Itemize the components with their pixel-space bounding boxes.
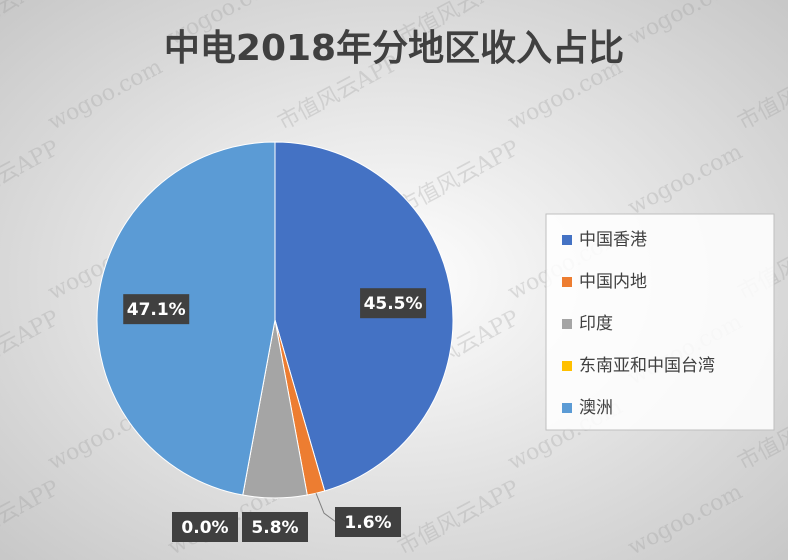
data-label-box — [335, 507, 401, 537]
data-label: 0.0% — [181, 518, 228, 538]
data-label-box — [172, 512, 238, 542]
data-label-box — [360, 288, 427, 319]
data-label-box — [242, 512, 308, 542]
legend-label: 中国内地 — [579, 272, 647, 292]
legend-label: 东南亚和中国台湾 — [579, 356, 715, 376]
data-labels: 45.5% 1.6% 5.8% 0.0% 47.1% — [123, 288, 427, 542]
leader-line — [315, 493, 337, 523]
legend-swatch — [562, 277, 572, 287]
legend-swatch — [562, 235, 572, 245]
chart-title: 中电2018年分地区收入占比 — [164, 28, 624, 69]
data-label: 47.1% — [127, 300, 186, 320]
legend-label: 澳洲 — [579, 398, 613, 418]
legend-swatch — [562, 403, 572, 413]
legend-box — [545, 213, 775, 431]
data-label: 5.8% — [251, 518, 298, 538]
legend-label: 中国香港 — [579, 230, 647, 250]
data-label-box — [123, 294, 190, 325]
data-label: 45.5% — [364, 294, 423, 314]
data-label: 1.6% — [344, 513, 391, 533]
legend-swatch — [562, 319, 572, 329]
legend-swatch — [562, 361, 572, 371]
legend-label: 印度 — [579, 314, 613, 334]
